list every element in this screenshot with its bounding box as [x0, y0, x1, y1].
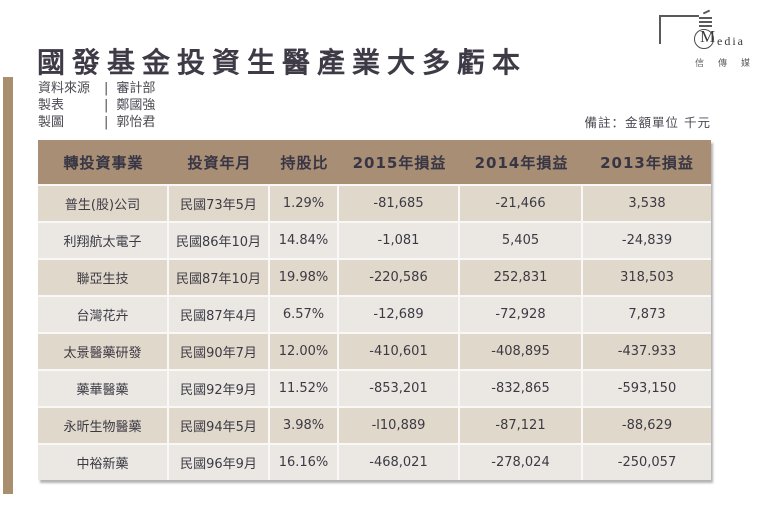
table-cell: -21,466: [460, 186, 583, 223]
table-cell: 藥華醫藥: [38, 371, 169, 408]
table-cell: 1.29%: [270, 186, 339, 223]
credit-graphic-maker: 製圖 | 郭怡君: [38, 114, 155, 131]
table-cell: -72,928: [460, 297, 583, 334]
table-cell: 11.52%: [270, 371, 339, 408]
table-cell: 19.98%: [270, 260, 339, 297]
table-cell: -408,895: [460, 334, 583, 371]
logo-subtext: 信傳媒: [695, 59, 765, 69]
table-row: 台灣花卉 民國87年4月 6.57% -12,689 -72,928 7,873: [38, 297, 711, 334]
table-cell: -l10,889: [339, 408, 460, 445]
table-cell: -1,081: [339, 223, 460, 260]
credit-value: 鄭國強: [116, 98, 156, 113]
left-accent-bar: [3, 77, 13, 494]
table-cell: 3.98%: [270, 408, 339, 445]
table-cell: 318,503: [583, 260, 711, 297]
credit-label: 製圖: [38, 115, 65, 130]
credit-label: 製表: [38, 98, 65, 113]
table-cell: 12.00%: [270, 334, 339, 371]
table-cell: 聯亞生技: [38, 260, 169, 297]
table-row: 太景醫藥研發 民國90年7月 12.00% -410,601 -408,895 -437.…: [38, 334, 711, 371]
credit-label: 資料來源: [38, 81, 91, 96]
table-cell: 3,538: [583, 186, 711, 223]
credit-value: 郭怡君: [116, 115, 156, 130]
table-cell: 中裕新藥: [38, 445, 169, 480]
logo-dash-icon: [699, 17, 712, 19]
logo-brand-text: edia: [717, 34, 745, 48]
credits-block: 資料來源 | 審計部 製表 | 鄭國強 製圖 | 郭怡君: [38, 80, 155, 131]
credit-separator: |: [104, 115, 109, 130]
table-cell: 民國73年5月: [169, 186, 270, 223]
table-cell: -88,629: [583, 408, 711, 445]
table-cell: 民國86年10月: [169, 223, 270, 260]
table-cell: -853,201: [339, 371, 460, 408]
logo-circle-icon: [694, 29, 714, 49]
table-cell: 5,405: [460, 223, 583, 260]
cmedia-logo: M edia 信傳媒: [651, 8, 763, 70]
table-cell: -278,024: [460, 445, 583, 480]
page-title: 國發基金投資生醫產業大多虧本: [37, 45, 528, 79]
table-cell: 民國90年7月: [169, 334, 270, 371]
table-cell: 民國96年9月: [169, 445, 270, 480]
table-row: 永昕生物醫藥 民國94年5月 3.98% -l10,889 -87,121 -88,629: [38, 408, 711, 445]
column-header: 投資年月: [169, 140, 270, 186]
column-header: 2014年損益: [460, 140, 583, 186]
table-header-row: 轉投資事業 投資年月 持股比 2015年損益 2014年損益 2013年損益: [38, 140, 711, 186]
table-cell: -593,150: [583, 371, 711, 408]
table-row: 利翔航太電子 民國86年10月 14.84% -1,081 5,405 -24,839: [38, 223, 711, 260]
credit-value: 審計部: [116, 81, 156, 96]
table-row: 中裕新藥 民國96年9月 16.16% -468,021 -278,024 -250,05…: [38, 445, 711, 480]
logo-tick-icon: [702, 9, 711, 15]
investment-table: 轉投資事業 投資年月 持股比 2015年損益 2014年損益 2013年損益 普生(股)公…: [38, 140, 711, 480]
column-header: 2013年損益: [583, 140, 711, 186]
table-cell: 民國87年4月: [169, 297, 270, 334]
table-row: 普生(股)公司 民國73年5月 1.29% -81,685 -21,466 3,538: [38, 186, 711, 223]
table-cell: -87,121: [460, 408, 583, 445]
table-cell: -832,865: [460, 371, 583, 408]
table-cell: 6.57%: [270, 297, 339, 334]
column-header: 2015年損益: [339, 140, 460, 186]
logo-dash-icon: [699, 25, 712, 27]
table-cell: 14.84%: [270, 223, 339, 260]
credit-source: 資料來源 | 審計部: [38, 80, 155, 97]
table-cell: -437.933: [583, 334, 711, 371]
credit-separator: |: [104, 98, 109, 113]
logo-dash-icon: [699, 21, 712, 23]
table-cell: 7,873: [583, 297, 711, 334]
table-cell: -250,057: [583, 445, 711, 480]
column-header: 轉投資事業: [38, 140, 169, 186]
table-row: 聯亞生技 民國87年10月 19.98% -220,586 252,831 318,503: [38, 260, 711, 297]
credit-separator: |: [104, 81, 109, 96]
table-cell: 民國87年10月: [169, 260, 270, 297]
table-cell: 252,831: [460, 260, 583, 297]
table-cell: -410,601: [339, 334, 460, 371]
unit-note: 備註：金額單位 千元: [584, 115, 711, 130]
table-row: 藥華醫藥 民國92年9月 11.52% -853,201 -832,865 -593,15…: [38, 371, 711, 408]
table-cell: 16.16%: [270, 445, 339, 480]
table-cell: 民國94年5月: [169, 408, 270, 445]
investment-table-wrap: 轉投資事業 投資年月 持股比 2015年損益 2014年損益 2013年損益 普生(股)公…: [38, 140, 711, 480]
column-header: 持股比: [270, 140, 339, 186]
table-cell: -12,689: [339, 297, 460, 334]
table-cell: 太景醫藥研發: [38, 334, 169, 371]
credit-table-maker: 製表 | 鄭國強: [38, 97, 155, 114]
table-cell: 永昕生物醫藥: [38, 408, 169, 445]
logo-bracket-icon: [659, 15, 699, 44]
table-cell: 利翔航太電子: [38, 223, 169, 260]
logo-monogram: M: [700, 27, 716, 46]
table-cell: 民國92年9月: [169, 371, 270, 408]
table-cell: 普生(股)公司: [38, 186, 169, 223]
table-cell: -220,586: [339, 260, 460, 297]
table-cell: -24,839: [583, 223, 711, 260]
table-cell: -81,685: [339, 186, 460, 223]
table-cell: 台灣花卉: [38, 297, 169, 334]
table-cell: -468,021: [339, 445, 460, 480]
